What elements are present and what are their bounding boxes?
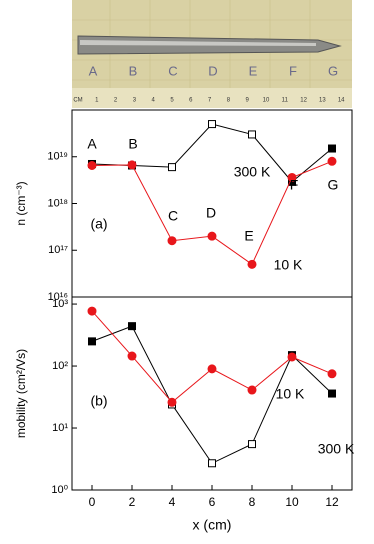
ruler-label: 1: [95, 98, 99, 104]
marker: [287, 172, 297, 182]
marker: [328, 144, 336, 153]
series-line: [91, 123, 333, 183]
x-tick-label: 2: [129, 495, 136, 509]
x-tick-label: 4: [169, 495, 176, 509]
ruler-label: 7: [208, 98, 212, 104]
y-axis-label: n (cm⁻³): [14, 181, 28, 225]
y-tick-label: 10¹⁸: [47, 197, 68, 209]
marker: [247, 385, 257, 395]
marker: [127, 351, 137, 361]
marker: [167, 397, 177, 407]
y-tick-label: 10¹⁶: [48, 291, 68, 303]
x-tick-label: 6: [209, 495, 216, 509]
x-tick-label: 10: [285, 495, 299, 509]
ruler-label: 3: [133, 98, 137, 104]
marker: [88, 337, 96, 346]
marker: [87, 306, 97, 316]
photo-letter: G: [328, 63, 338, 78]
x-axis-label: x (cm): [193, 517, 232, 533]
point-label: F: [290, 177, 299, 193]
photo: [72, 0, 352, 108]
point-label: A: [87, 136, 97, 152]
marker: [127, 160, 137, 170]
photo-letter: F: [289, 63, 297, 78]
y-tick-label: 10¹⁹: [47, 151, 68, 163]
plot-frame: [71, 109, 353, 298]
ruler-label: 14: [338, 98, 345, 104]
ruler-label: 12: [300, 98, 307, 104]
point-label: B: [128, 136, 137, 152]
marker: [247, 259, 257, 269]
y-tick-label: 10³: [52, 298, 68, 310]
y-tick-label: 10¹⁷: [48, 244, 68, 256]
ruler-label: 6: [189, 98, 193, 104]
marker: [327, 156, 337, 166]
ruler-label: 5: [170, 98, 174, 104]
y-tick-label: 10⁰: [51, 484, 68, 496]
marker: [208, 120, 216, 129]
x-tick-label: 12: [325, 495, 339, 509]
panel-label: (b): [90, 393, 107, 409]
point-label: D: [206, 205, 216, 221]
marker: [248, 440, 256, 449]
marker: [207, 364, 217, 374]
marker: [328, 389, 336, 398]
x-tick-label: 8: [249, 495, 256, 509]
marker: [287, 352, 297, 362]
point-label: C: [168, 208, 178, 224]
y-tick-label: 10¹: [52, 422, 68, 434]
y-axis-label: mobility (cm²/Vs): [14, 349, 28, 438]
panel-label: (a): [90, 216, 107, 232]
photo-letter: A: [89, 63, 98, 78]
series-label: 300 K: [318, 441, 355, 457]
series-label: 300 K: [234, 164, 271, 180]
marker: [248, 130, 256, 139]
x-tick-label: 0: [89, 495, 96, 509]
marker: [208, 459, 216, 468]
ruler-label: 9: [246, 98, 250, 104]
ruler: [72, 88, 352, 108]
photo-letter: E: [249, 63, 258, 78]
ruler-label: 13: [319, 98, 326, 104]
ruler-label: 8: [227, 98, 231, 104]
ruler-label: 10: [263, 98, 270, 104]
y-tick-label: 10²: [52, 360, 68, 372]
rod-highlight: [80, 40, 316, 46]
marker: [167, 236, 177, 246]
series-label: 10 K: [276, 386, 305, 402]
series-label: 10 K: [274, 257, 303, 273]
marker: [207, 231, 217, 241]
marker: [128, 322, 136, 331]
ruler-label: 11: [282, 98, 289, 104]
point-label: G: [328, 177, 339, 193]
ruler-label: 4: [152, 98, 156, 104]
photo-letter: D: [208, 63, 217, 78]
point-label: E: [244, 228, 253, 244]
photo-letter: C: [168, 63, 177, 78]
marker: [327, 369, 337, 379]
marker: [87, 160, 97, 170]
photo-letter: B: [129, 63, 138, 78]
marker: [168, 163, 176, 172]
ruler-label: CM: [73, 98, 82, 104]
ruler-label: 2: [114, 98, 118, 104]
